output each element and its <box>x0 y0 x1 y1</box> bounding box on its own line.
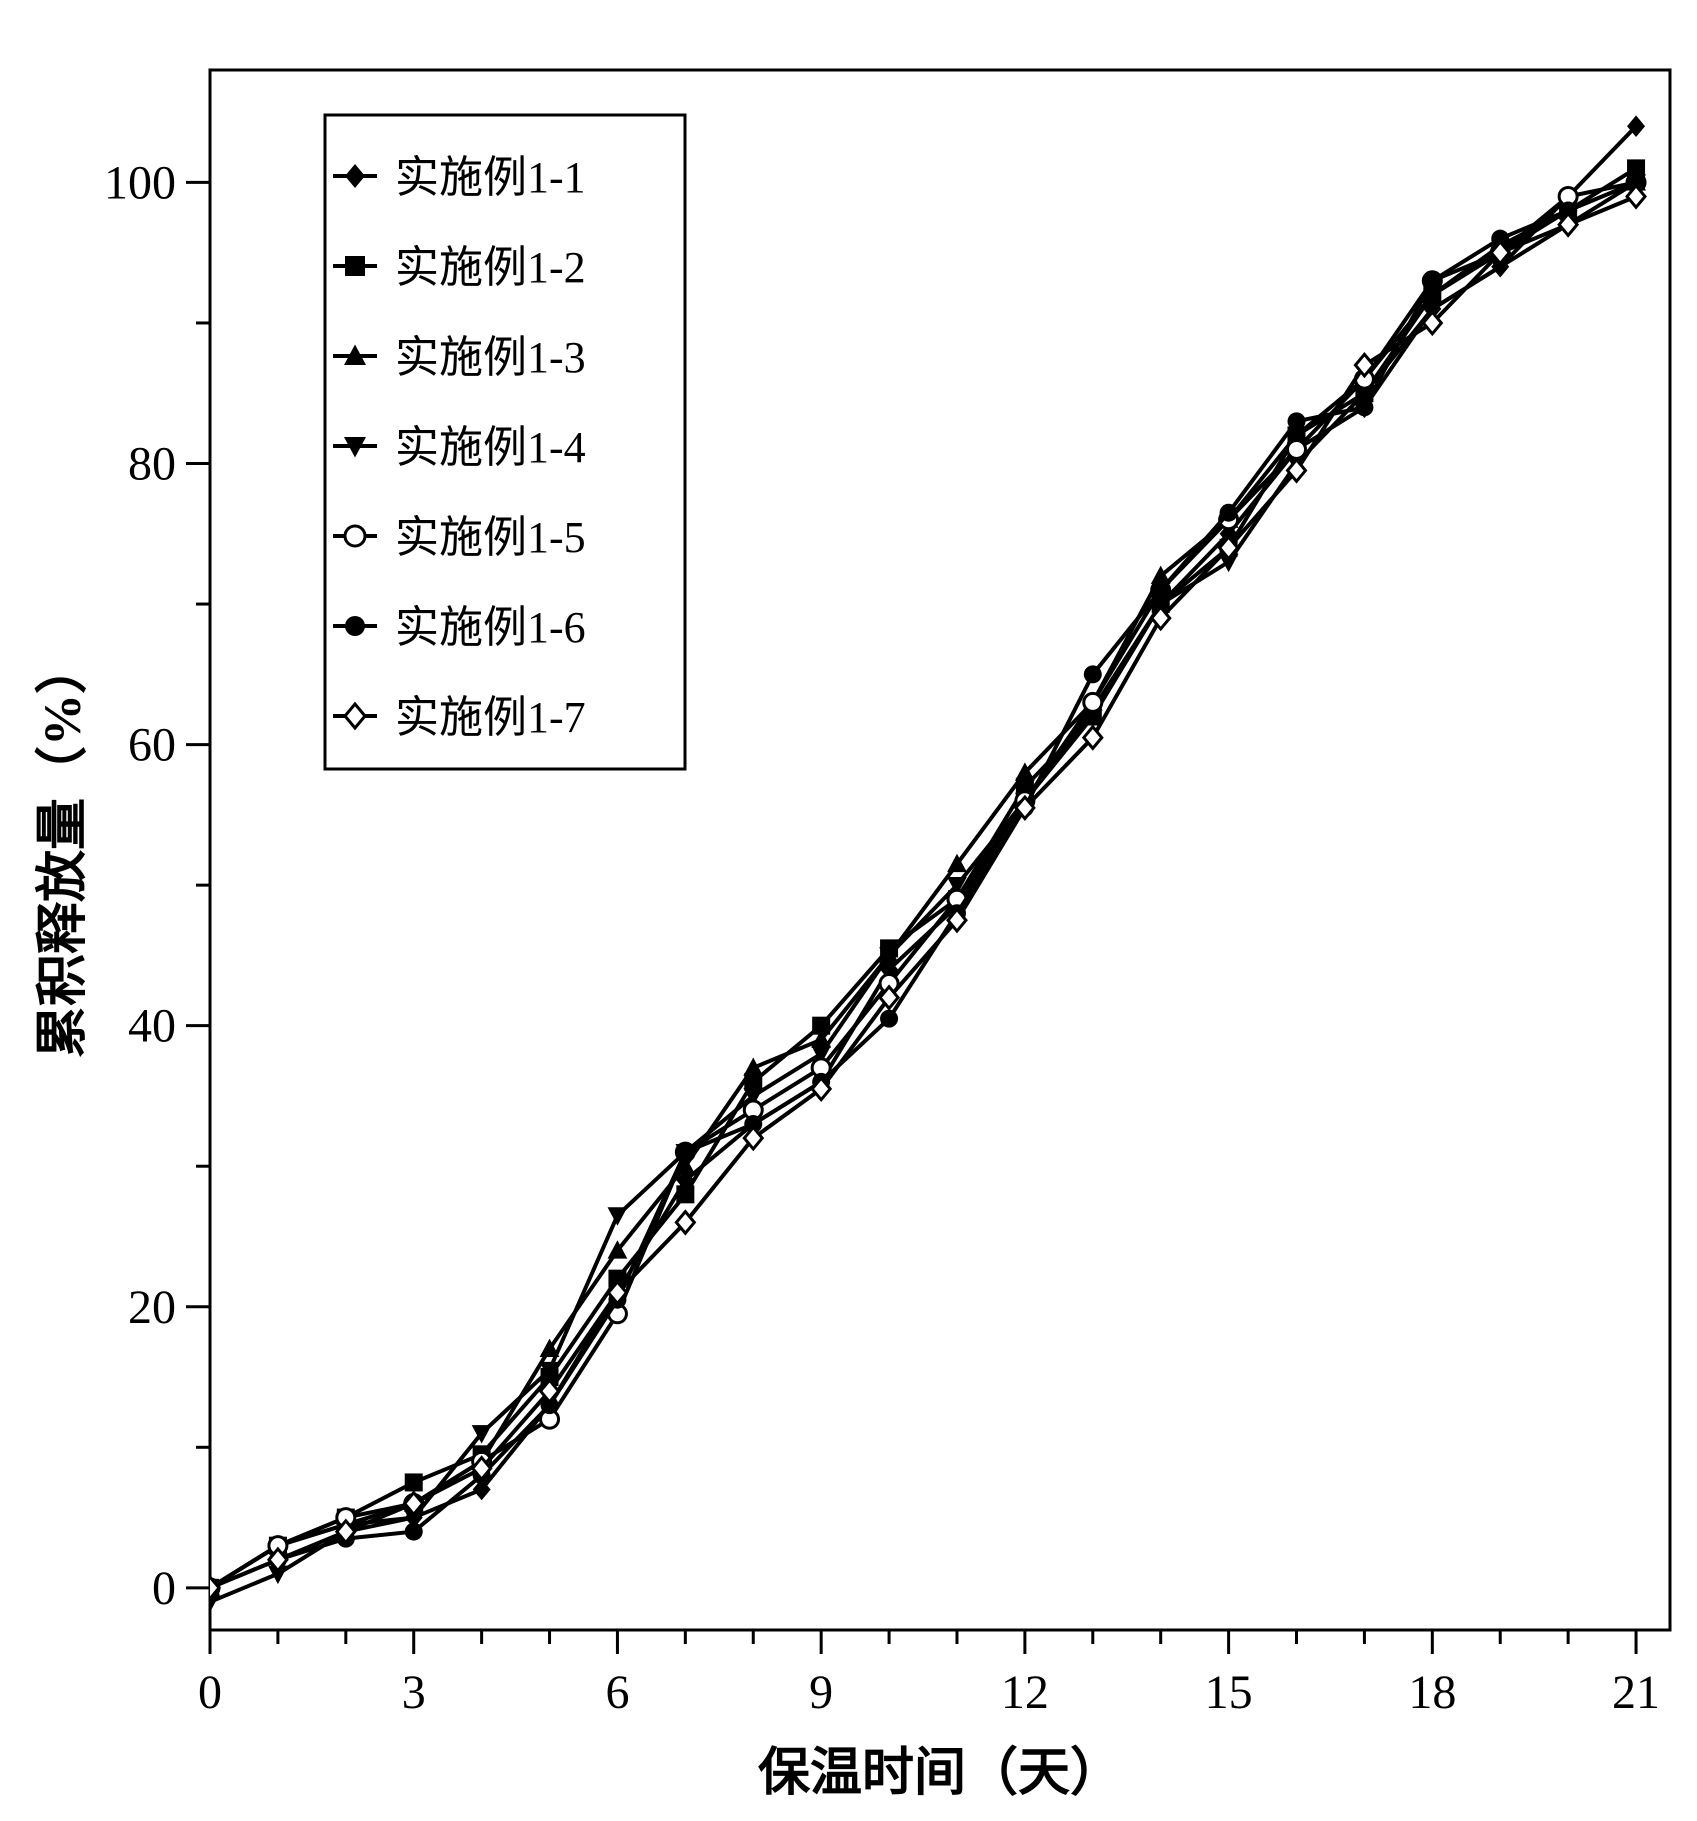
svg-text:40: 40 <box>128 1000 176 1053</box>
legend: 实施例1-1 实施例1-2 实施例1-3 实施例1-4 实施例1-5 实施例1-6 实施例1… <box>325 115 685 769</box>
svg-text:80: 80 <box>128 438 176 491</box>
svg-text:9: 9 <box>809 1666 833 1719</box>
legend-label: 实施例1-6 <box>395 603 586 652</box>
svg-text:0: 0 <box>152 1562 176 1615</box>
svg-text:60: 60 <box>128 719 176 772</box>
legend-label: 实施例1-5 <box>395 513 586 562</box>
svg-text:0: 0 <box>198 1666 222 1719</box>
svg-text:21: 21 <box>1612 1666 1660 1719</box>
chart-container: 0 3 6 9 12 15 18 21 保温时间（天） 0 20 40 60 80 100 累积释放量（%） 实… <box>20 20 1697 1801</box>
release-chart: 0 3 6 9 12 15 18 21 保温时间（天） 0 20 40 60 80 100 累积释放量（%） 实… <box>20 20 1697 1801</box>
y-axis-title: 累积释放量（%） <box>34 642 92 1058</box>
svg-text:6: 6 <box>605 1666 629 1719</box>
legend-label: 实施例1-4 <box>395 423 586 472</box>
svg-text:100: 100 <box>104 156 176 209</box>
svg-text:18: 18 <box>1408 1666 1456 1719</box>
legend-label: 实施例1-2 <box>395 243 586 292</box>
svg-text:3: 3 <box>402 1666 426 1719</box>
legend-label: 实施例1-7 <box>395 693 586 742</box>
legend-label: 实施例1-1 <box>395 153 586 202</box>
svg-text:12: 12 <box>1001 1666 1049 1719</box>
x-axis-title: 保温时间（天） <box>758 1744 1122 1801</box>
svg-text:15: 15 <box>1205 1666 1253 1719</box>
legend-label: 实施例1-3 <box>395 333 586 382</box>
svg-text:20: 20 <box>128 1281 176 1334</box>
